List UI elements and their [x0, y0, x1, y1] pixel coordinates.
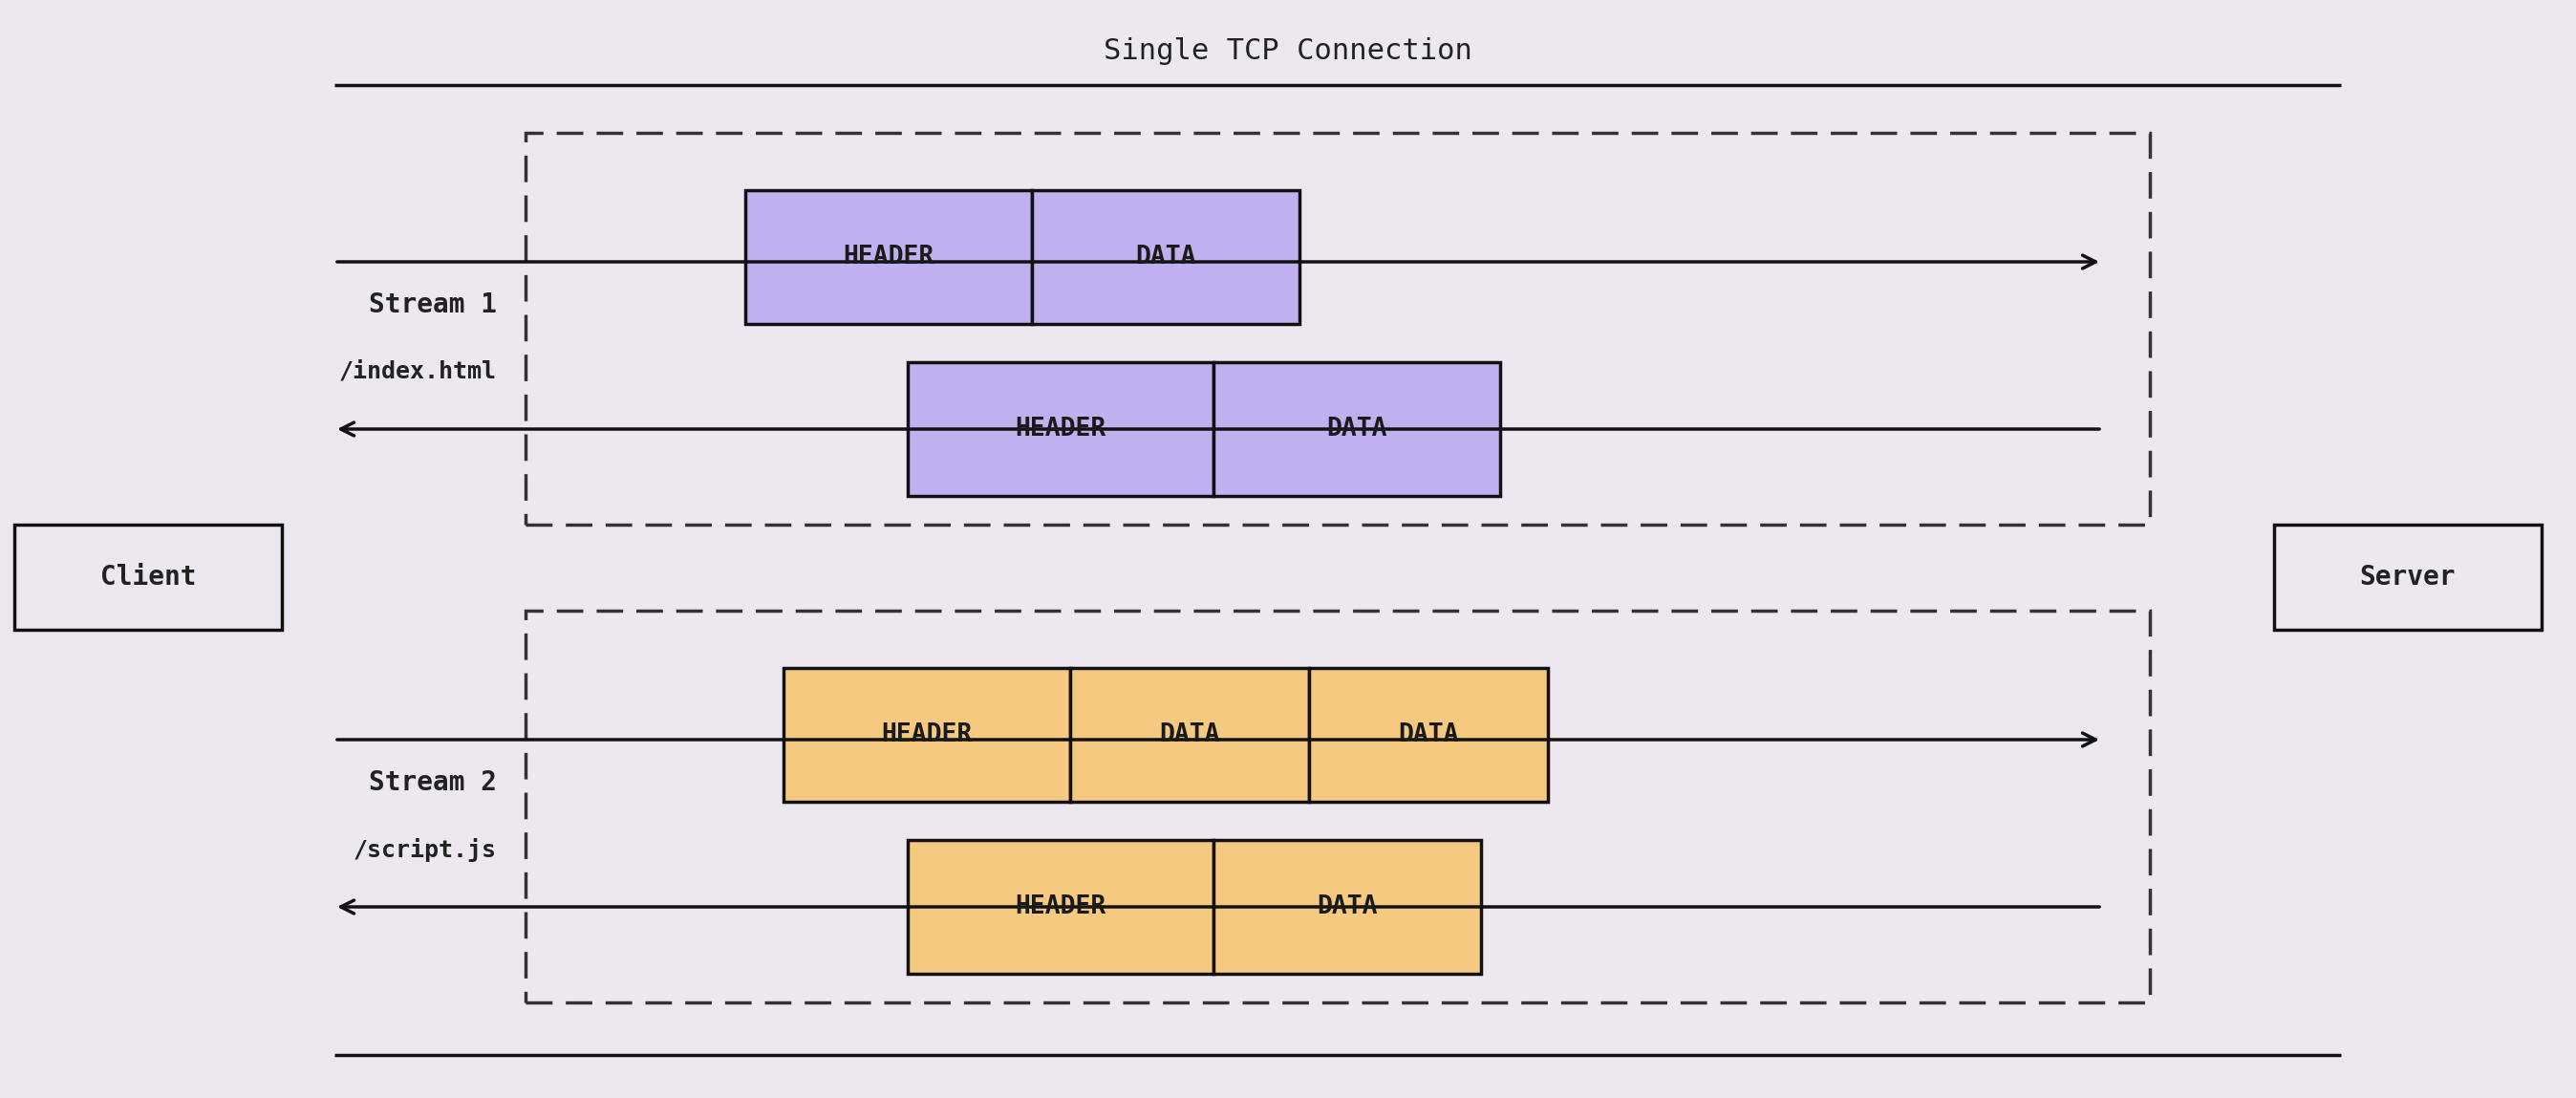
Bar	[526, 610, 2151, 1002]
Text: DATA: DATA	[1136, 245, 1195, 269]
Text: DATA: DATA	[1327, 416, 1386, 441]
Text: HEADER: HEADER	[1015, 416, 1105, 441]
Bar	[907, 362, 1213, 496]
Text: HEADER: HEADER	[1015, 895, 1105, 919]
Text: Server: Server	[2360, 563, 2455, 591]
Bar	[783, 668, 1069, 802]
Bar	[15, 525, 281, 630]
Bar	[1069, 668, 1309, 802]
Bar	[1033, 190, 1298, 324]
Bar	[1213, 362, 1499, 496]
Text: DATA: DATA	[1159, 722, 1221, 748]
Text: Single TCP Connection: Single TCP Connection	[1103, 37, 1473, 66]
Text: Stream 1: Stream 1	[368, 291, 497, 318]
Bar	[907, 840, 1213, 974]
Text: Client: Client	[100, 563, 196, 591]
Bar	[2275, 525, 2543, 630]
Bar	[744, 190, 1033, 324]
Text: HEADER: HEADER	[881, 722, 971, 748]
Text: /index.html: /index.html	[340, 360, 497, 383]
Text: DATA: DATA	[1399, 722, 1458, 748]
Text: DATA: DATA	[1316, 895, 1378, 919]
Text: HEADER: HEADER	[842, 245, 935, 269]
Bar	[526, 133, 2151, 525]
Text: Stream 2: Stream 2	[368, 770, 497, 796]
Bar	[1309, 668, 1548, 802]
Bar	[1213, 840, 1481, 974]
Text: /script.js: /script.js	[353, 838, 497, 862]
